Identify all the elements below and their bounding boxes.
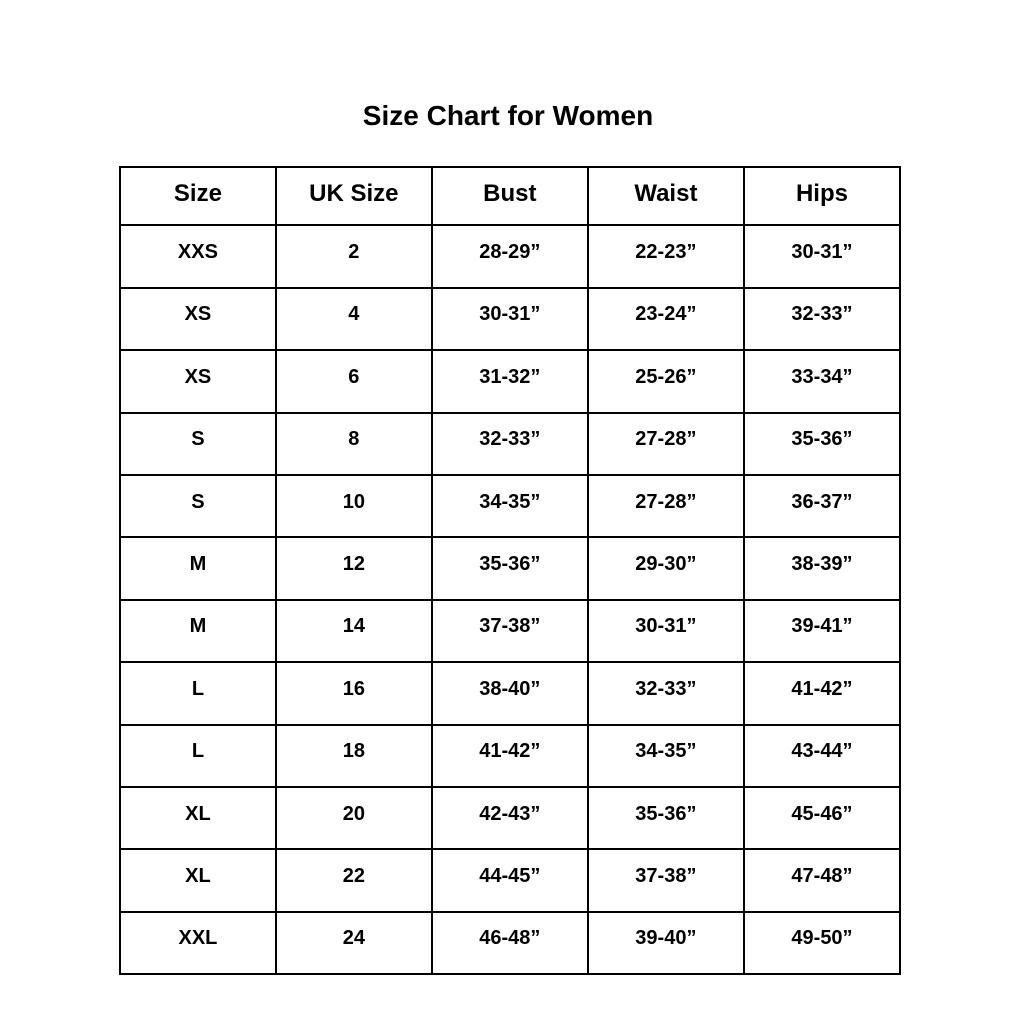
table-cell: 32-33” — [586, 661, 745, 726]
table-row: XXS 2 28-29” 22-23” 30-31” — [119, 224, 902, 289]
table-cell: 38-39” — [742, 536, 902, 601]
table-cell: 30-31” — [586, 598, 745, 664]
table-cell: 6 — [274, 349, 433, 414]
table-cell: XS — [119, 286, 277, 352]
table-cell: 45-46” — [742, 785, 902, 851]
table-cell: 31-32” — [430, 349, 589, 414]
table-body: XXS 2 28-29” 22-23” 30-31” XS 4 30-31” 23-24” 32-… — [119, 224, 902, 976]
table-cell: 18 — [274, 723, 433, 788]
table-row: M 12 35-36” 29-30” 38-39” — [119, 536, 902, 601]
table-row: L 16 38-40” 32-33” 41-42” — [119, 661, 902, 726]
table-cell: XL — [119, 848, 277, 913]
column-header: Size — [119, 165, 277, 227]
table-cell: 38-40” — [430, 661, 589, 726]
table-cell: XL — [119, 785, 277, 851]
table-cell: L — [119, 723, 277, 788]
table-cell: 41-42” — [742, 661, 902, 726]
table-row: S 8 32-33” 27-28” 35-36” — [119, 411, 902, 476]
table-row: XL 20 42-43” 35-36” 45-46” — [119, 785, 902, 851]
table-cell: 44-45” — [430, 848, 589, 913]
table-cell: 8 — [274, 411, 433, 476]
table-cell: 39-41” — [742, 598, 902, 664]
table-cell: 29-30” — [586, 536, 745, 601]
table-cell: 35-36” — [430, 536, 589, 601]
table-cell: 2 — [274, 224, 433, 289]
page-title: Size Chart for Women — [362, 100, 654, 131]
table-cell: 35-36” — [742, 411, 902, 476]
table-row: XL 22 44-45” 37-38” 47-48” — [119, 848, 902, 913]
table-cell: 4 — [274, 286, 433, 352]
table-cell: 16 — [274, 661, 433, 726]
table-cell: 43-44” — [742, 723, 902, 788]
table-cell: 32-33” — [742, 286, 902, 352]
table-cell: XXS — [119, 224, 277, 289]
table-row: M 14 37-38” 30-31” 39-41” — [119, 598, 902, 664]
table-cell: 35-36” — [586, 785, 745, 851]
table-cell: 30-31” — [430, 286, 589, 352]
table-cell: 24 — [274, 910, 433, 976]
column-header: Hips — [742, 165, 902, 227]
table-cell: 28-29” — [430, 224, 589, 289]
table-cell: 42-43” — [430, 785, 589, 851]
table-cell: 30-31” — [742, 224, 902, 289]
table-cell: 37-38” — [430, 598, 589, 664]
table-cell: 39-40” — [586, 910, 745, 976]
table-cell: M — [119, 536, 277, 601]
table-header-row: Size UK Size Bust Waist Hips — [119, 165, 902, 227]
table-row: XXL 24 46-48” 39-40” 49-50” — [119, 910, 902, 976]
table-cell: 10 — [274, 473, 433, 539]
table-cell: XS — [119, 349, 277, 414]
table-cell: S — [119, 411, 277, 476]
table-cell: 22 — [274, 848, 433, 913]
table-cell: 37-38” — [586, 848, 745, 913]
table-cell: 41-42” — [430, 723, 589, 788]
size-chart-table: Size UK Size Bust Waist Hips XXS 2 28-29” 22-23… — [119, 165, 902, 976]
table-cell: 34-35” — [430, 473, 589, 539]
table-cell: L — [119, 661, 277, 726]
column-header: Waist — [586, 165, 745, 227]
table-cell: M — [119, 598, 277, 664]
table-row: XS 4 30-31” 23-24” 32-33” — [119, 286, 902, 352]
column-header: UK Size — [274, 165, 433, 227]
table-cell: 12 — [274, 536, 433, 601]
table-row: S 10 34-35” 27-28” 36-37” — [119, 473, 902, 539]
table-cell: 47-48” — [742, 848, 902, 913]
table-cell: 23-24” — [586, 286, 745, 352]
table-cell: 36-37” — [742, 473, 902, 539]
table-cell: XXL — [119, 910, 277, 976]
table-row: L 18 41-42” 34-35” 43-44” — [119, 723, 902, 788]
table-cell: 46-48” — [430, 910, 589, 976]
column-header: Bust — [430, 165, 589, 227]
table-cell: 34-35” — [586, 723, 745, 788]
table-cell: 14 — [274, 598, 433, 664]
table-cell: 27-28” — [586, 411, 745, 476]
table-row: XS 6 31-32” 25-26” 33-34” — [119, 349, 902, 414]
table-cell: 27-28” — [586, 473, 745, 539]
table-cell: S — [119, 473, 277, 539]
table-cell: 32-33” — [430, 411, 589, 476]
table-cell: 22-23” — [586, 224, 745, 289]
table-cell: 25-26” — [586, 349, 745, 414]
table-cell: 49-50” — [742, 910, 902, 976]
table-cell: 33-34” — [742, 349, 902, 414]
table-cell: 20 — [274, 785, 433, 851]
